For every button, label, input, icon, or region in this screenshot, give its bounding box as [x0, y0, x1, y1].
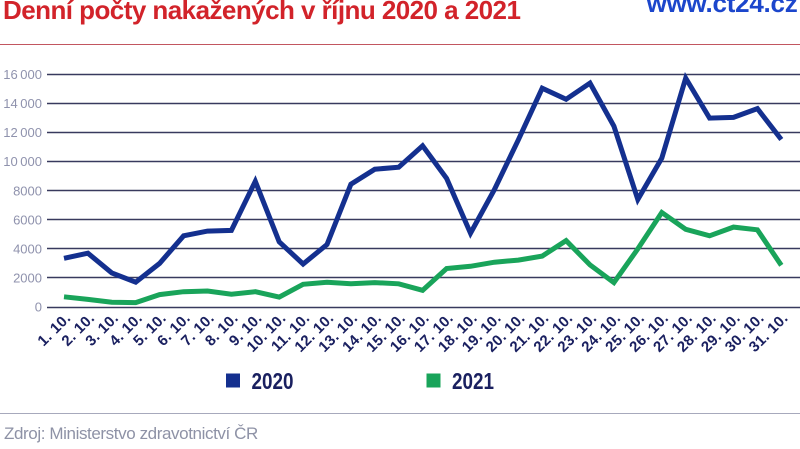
svg-text:12 000: 12 000 — [3, 125, 42, 140]
svg-text:8000: 8000 — [13, 183, 42, 198]
svg-text:10 000: 10 000 — [3, 154, 42, 169]
svg-text:14 000: 14 000 — [3, 96, 42, 111]
svg-text:0: 0 — [35, 300, 42, 315]
svg-text:2021: 2021 — [452, 369, 494, 394]
svg-text:2000: 2000 — [13, 270, 42, 285]
svg-text:2020: 2020 — [252, 369, 294, 394]
svg-text:6000: 6000 — [13, 212, 42, 227]
svg-text:4000: 4000 — [13, 241, 42, 256]
svg-text:16 000: 16 000 — [3, 67, 42, 82]
